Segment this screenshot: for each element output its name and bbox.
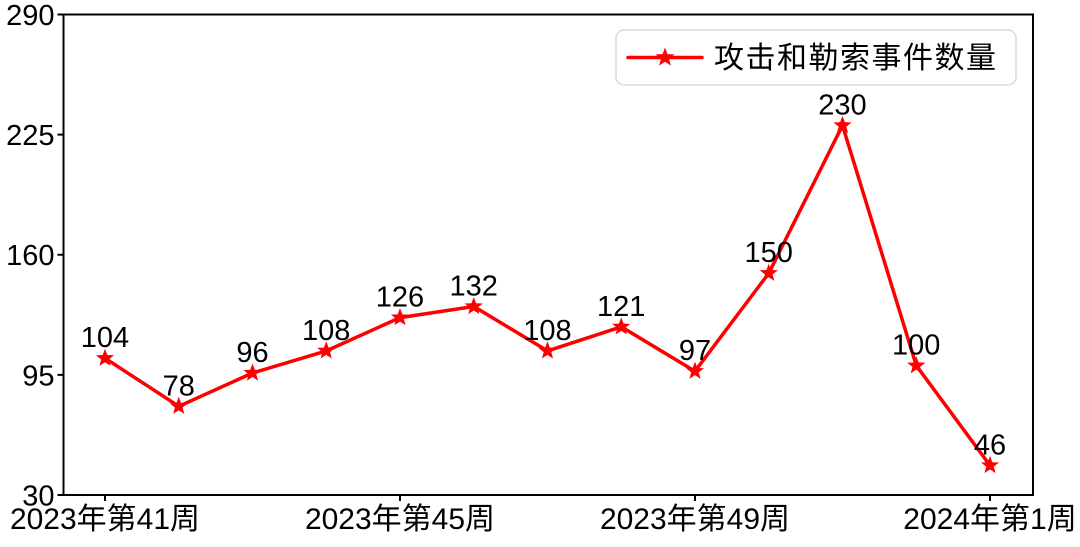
data-point-label: 121 <box>597 291 645 323</box>
y-axis-tick-label: 30 <box>22 480 54 512</box>
data-point-marker <box>538 341 557 359</box>
data-point-marker <box>759 263 778 281</box>
data-point-marker <box>464 297 483 315</box>
data-point-label: 132 <box>450 270 498 302</box>
data-point-marker <box>243 363 262 381</box>
data-point-marker <box>612 317 631 335</box>
data-point-label: 78 <box>163 370 195 402</box>
data-point-label: 46 <box>974 429 1006 461</box>
legend-box <box>615 29 1017 86</box>
data-point-marker <box>317 341 336 359</box>
data-point-label: 96 <box>236 337 268 369</box>
y-axis-tick-label: 95 <box>22 360 54 392</box>
data-point-label: 126 <box>376 282 424 314</box>
data-point-label: 230 <box>818 89 866 121</box>
data-point-marker <box>833 115 852 134</box>
legend-star-icon <box>655 47 675 66</box>
data-point-label: 100 <box>892 330 940 362</box>
data-point-label: 108 <box>302 315 350 347</box>
data-point-marker <box>169 396 188 414</box>
data-point-marker <box>95 348 115 366</box>
y-axis-tick-label: 160 <box>6 240 54 272</box>
x-axis-tick-label: 2023年第49周 <box>600 503 790 536</box>
x-axis-tick-label: 2023年第41周 <box>10 503 200 536</box>
data-point-label: 108 <box>523 315 571 347</box>
data-point-label: 150 <box>745 237 793 269</box>
data-point-marker <box>685 361 705 379</box>
legend-label: 攻击和勒索事件数量 <box>714 42 998 75</box>
x-axis-tick-label: 2024年第1周 <box>903 503 1076 536</box>
y-axis-tick-label: 290 <box>6 0 54 32</box>
x-axis-tick-label: 2023年第45周 <box>305 503 495 536</box>
y-axis-tick-label: 225 <box>6 120 54 152</box>
data-point-marker <box>980 455 1000 474</box>
data-point-marker <box>907 356 926 374</box>
data-point-marker <box>390 308 410 326</box>
data-point-label: 104 <box>81 322 129 354</box>
data-point-label: 97 <box>679 335 711 367</box>
